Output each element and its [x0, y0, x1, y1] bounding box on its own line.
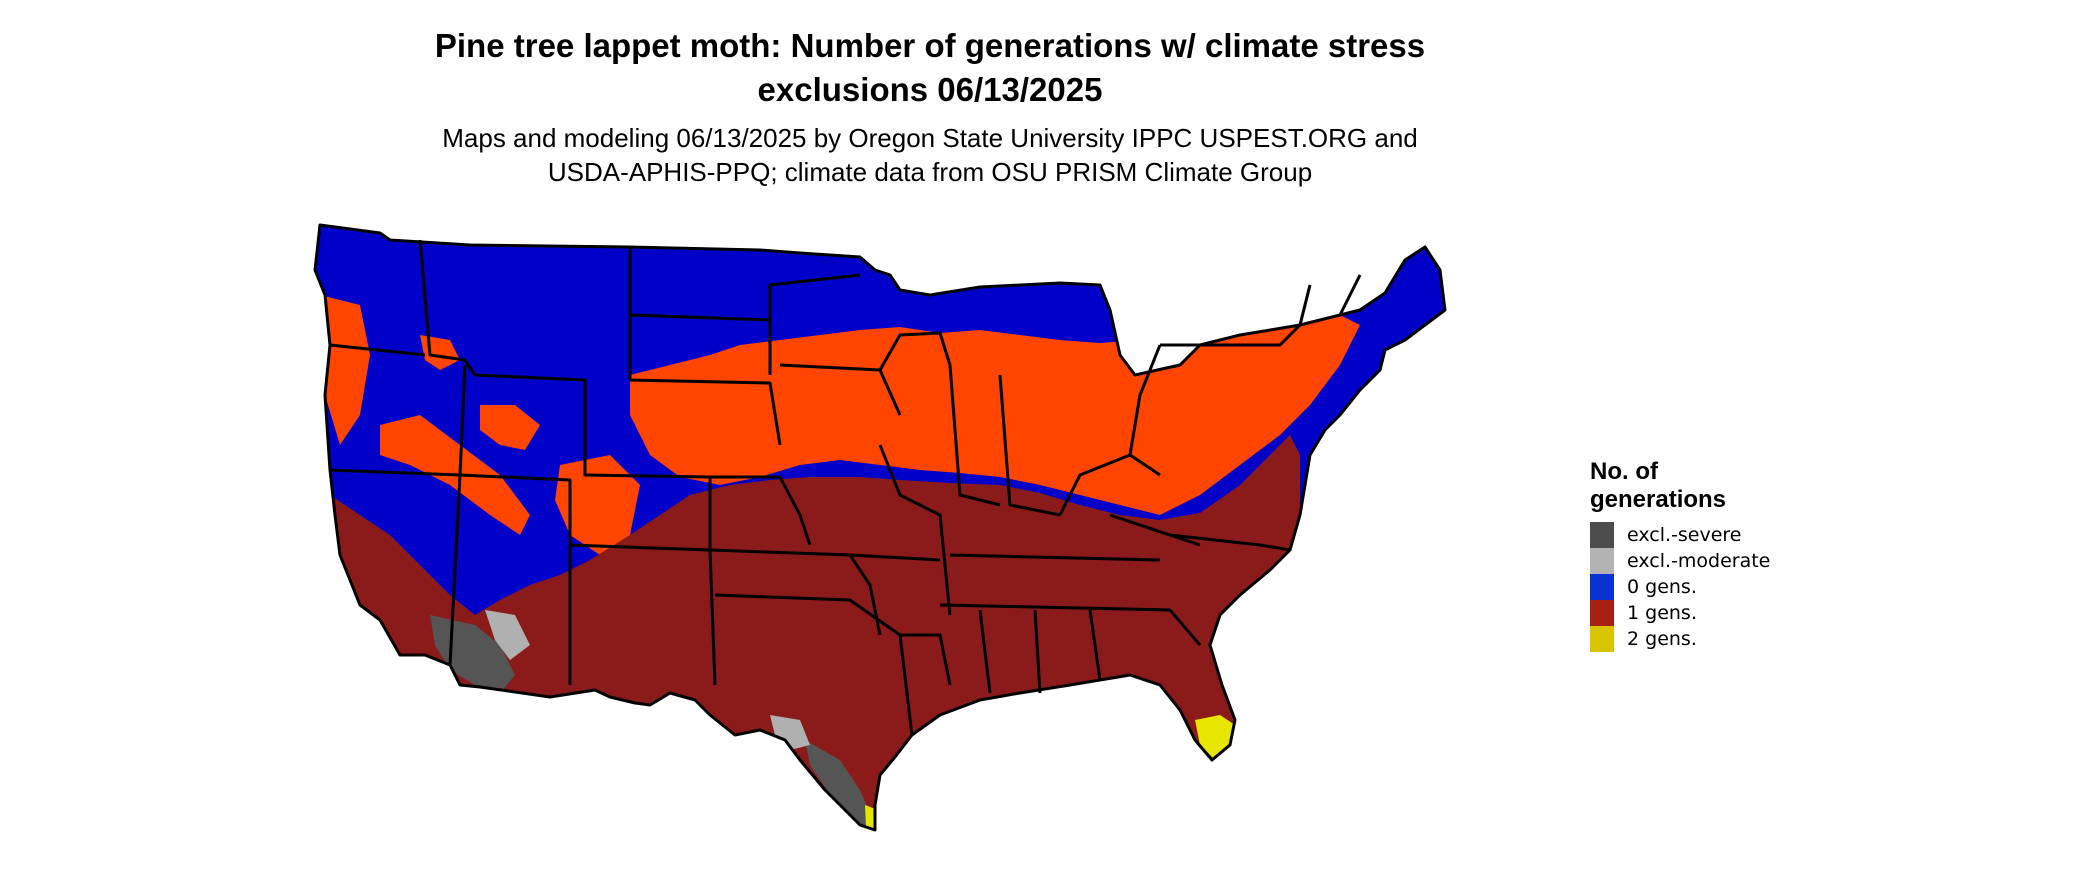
map-title-line-2: exclusions 06/13/2025 [757, 71, 1103, 108]
border-in-oh [998, 374, 1061, 517]
state-borders [313, 223, 1447, 832]
legend-label: 2 gens. [1627, 628, 1697, 650]
border-ks-ok [709, 548, 882, 636]
legend: No. of generations excl.-severe excl.-mod… [1590, 458, 1890, 678]
legend-item: 1 gens. [1590, 600, 1890, 626]
legend-item: excl.-severe [1590, 522, 1890, 548]
legend-title-line-1: No. of [1590, 458, 1658, 485]
border-wa-or [329, 343, 426, 357]
border-mo-il [878, 444, 952, 616]
legend-title: No. of generations [1590, 458, 1890, 514]
region-excl-moderate-texas [770, 715, 810, 750]
border-ok-tx [714, 593, 914, 736]
region-excl-moderate-north-2 [970, 255, 1060, 285]
border-ms-al [978, 609, 992, 694]
map-subtitle: Maps and modeling 06/13/2025 by Oregon S… [330, 121, 1530, 189]
border-mo-ar [849, 553, 941, 562]
region-partial-utah [480, 405, 540, 450]
border-ne-ks [710, 475, 812, 546]
region-partial-colorado [555, 455, 640, 555]
border-wy-co [583, 380, 712, 550]
legend-label: excl.-moderate [1627, 550, 1771, 572]
map-title: Pine tree lappet moth: Number of generat… [330, 24, 1530, 112]
border-sd-ne [629, 378, 782, 446]
legend-items: excl.-severe excl.-moderate 0 gens. 1 gens.… [1590, 522, 1890, 652]
border-tn-south [939, 603, 1202, 646]
border-ny-vt [1160, 323, 1302, 347]
us-map-svg [313, 223, 1447, 832]
border-vt-nh [1298, 284, 1312, 326]
map-subtitle-line-1: Maps and modeling 06/13/2025 by Oregon S… [442, 123, 1418, 153]
region-excl-moderate-southwest [485, 610, 530, 660]
border-oh-pa [1058, 453, 1161, 516]
map-title-line-1: Pine tree lappet moth: Number of generat… [434, 27, 1426, 64]
legend-swatch [1590, 626, 1614, 652]
legend-swatch [1590, 574, 1614, 600]
region-2-gens-florida [1195, 715, 1235, 760]
border-tn-ky [949, 553, 1161, 562]
border-il-in [948, 364, 1001, 507]
map-regions [315, 225, 1445, 830]
map-subtitle-line-2: USDA-APHIS-PPQ; climate data from OSU PR… [547, 157, 1313, 187]
legend-item: 2 gens. [1590, 626, 1890, 652]
legend-swatch [1590, 548, 1614, 574]
border-al-ga [1033, 609, 1042, 694]
border-ga-sc [1088, 609, 1102, 681]
region-partial-west-coast [320, 295, 370, 445]
border-nh-me [1338, 274, 1362, 316]
border-pa-ny [1128, 344, 1162, 456]
border-wa-id [418, 239, 477, 376]
border-ar-la [900, 633, 952, 686]
border-wi [878, 331, 952, 371]
border-ut-nv-az [459, 473, 572, 685]
legend-title-line-2: generations [1590, 486, 1727, 513]
legend-label: excl.-severe [1627, 524, 1742, 546]
legend-swatch [1590, 522, 1614, 548]
border-va-nc [1169, 533, 1291, 552]
legend-label: 0 gens. [1627, 576, 1697, 598]
region-excl-severe-texas [805, 740, 875, 825]
legend-item: 0 gens. [1590, 574, 1890, 600]
legend-label: 1 gens. [1627, 602, 1697, 624]
region-1-gen [330, 435, 1300, 830]
border-nv-ca [448, 474, 462, 666]
us-map [300, 215, 1580, 885]
border-mn-nd [768, 273, 861, 320]
legend-item: excl.-moderate [1590, 548, 1890, 574]
legend-swatch [1590, 600, 1614, 626]
